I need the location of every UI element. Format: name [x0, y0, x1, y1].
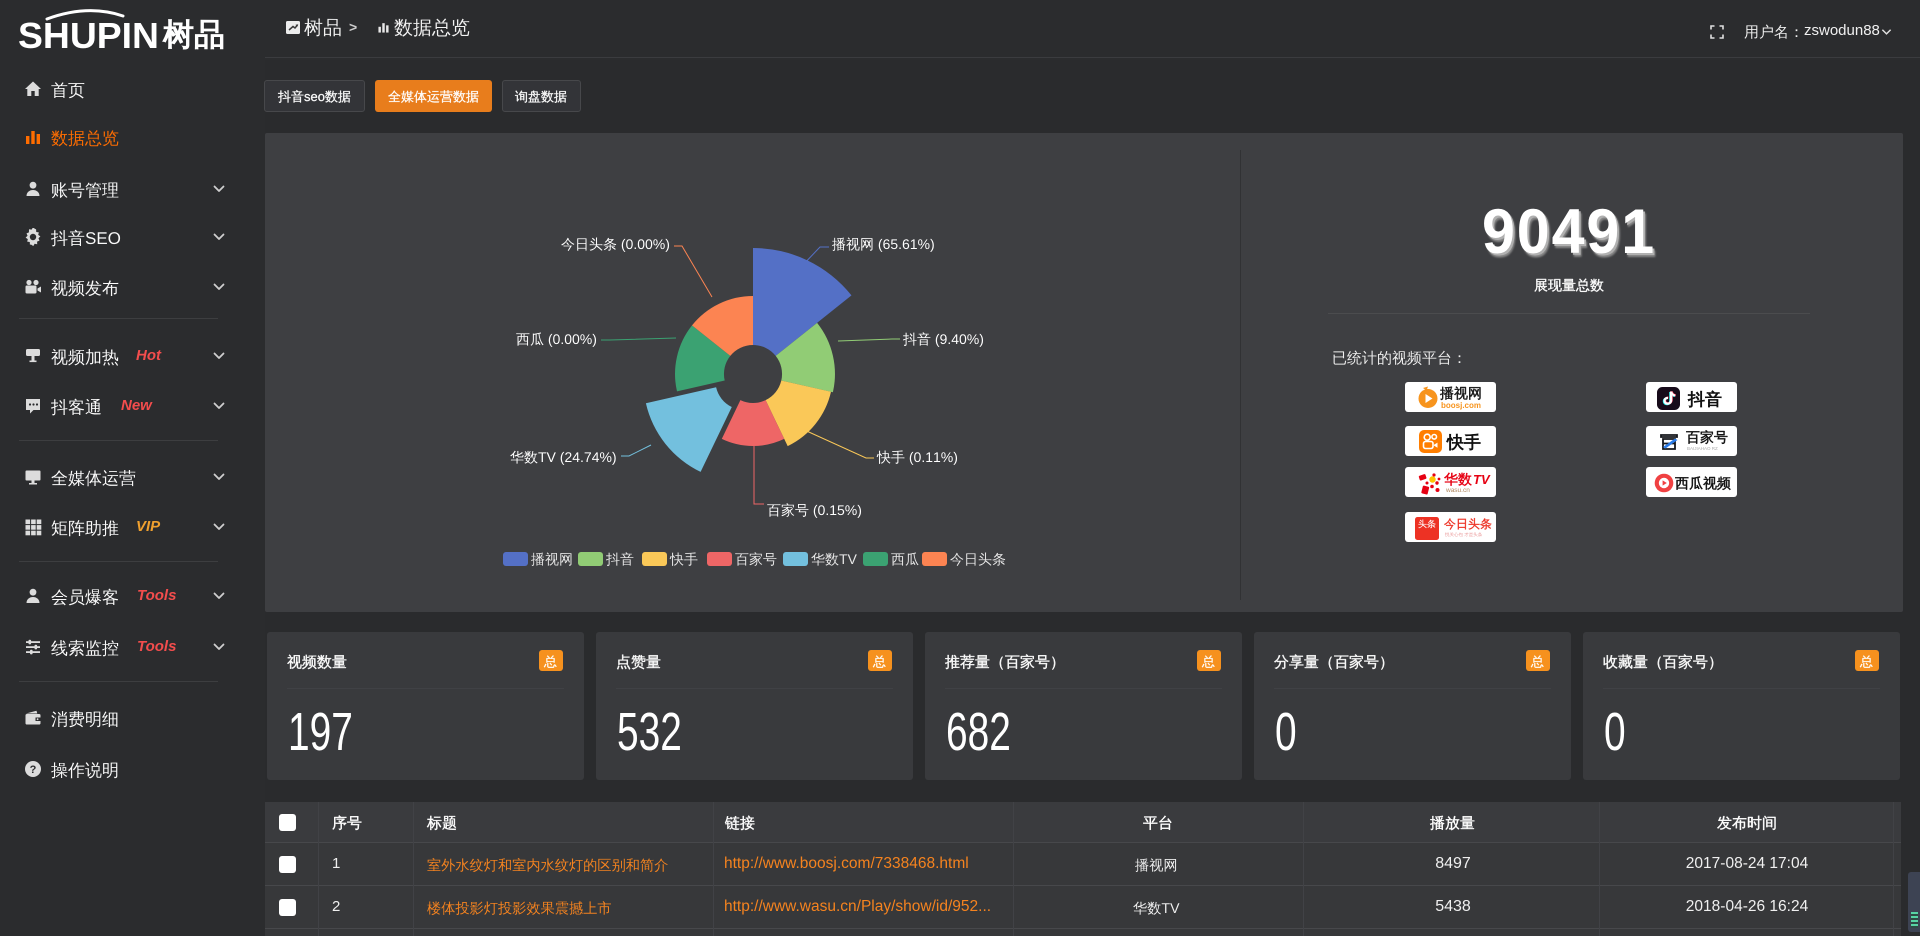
svg-text:?: ?: [30, 764, 37, 776]
svg-text:SHUPIN: SHUPIN: [18, 15, 159, 56]
